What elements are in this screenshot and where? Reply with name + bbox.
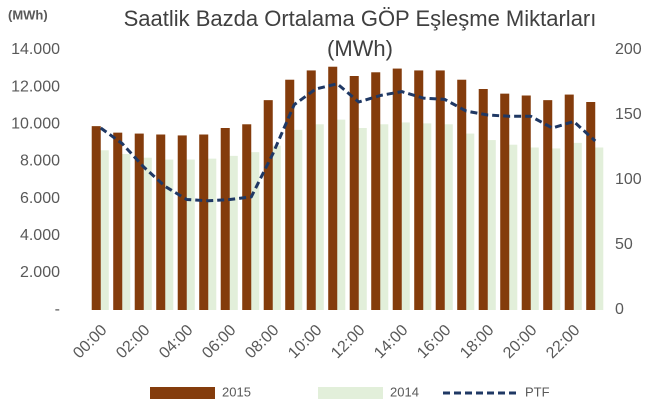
y-tick-label: 6.000 (20, 190, 60, 207)
bar (508, 144, 518, 310)
bar (293, 129, 303, 310)
bar (500, 93, 510, 311)
y2-tick-label: 200 (615, 41, 642, 58)
bar (156, 134, 166, 310)
bar (285, 79, 295, 310)
bar (551, 148, 561, 310)
y-tick-label: 14.000 (11, 41, 60, 58)
bar (357, 128, 367, 310)
bar (564, 94, 574, 310)
y-tick-label: - (55, 301, 60, 318)
bar (349, 76, 359, 310)
x-tick-label: 20:00 (500, 322, 540, 362)
bar (478, 89, 488, 310)
legend-label: PTF (525, 384, 550, 399)
bar (199, 134, 209, 310)
x-tick-label: 08:00 (242, 322, 282, 362)
y2-tick-label: 50 (615, 236, 633, 253)
line (99, 82, 597, 203)
bar (435, 70, 445, 310)
x-tick-label: 04:00 (156, 322, 196, 362)
x-tick-label: 10:00 (285, 322, 325, 362)
bar (371, 72, 381, 311)
bar (177, 135, 187, 310)
bar (263, 100, 273, 311)
bar (250, 152, 260, 310)
bar (457, 79, 467, 310)
y-axis-label: (MWh) (8, 7, 48, 22)
bar (242, 124, 252, 311)
bar (572, 142, 582, 310)
bar (306, 70, 316, 310)
bar (207, 158, 217, 310)
legend-swatch (318, 387, 383, 399)
bar (336, 119, 346, 311)
y2-tick-label: 0 (615, 301, 624, 318)
y-tick-label: 12.000 (11, 78, 60, 95)
y2-tick-label: 100 (615, 171, 642, 188)
x-tick-label: 22:00 (543, 322, 583, 362)
bar (134, 133, 144, 310)
bar (392, 68, 402, 310)
legend-label: 2014 (390, 384, 419, 399)
bar (91, 126, 101, 311)
y-tick-label: 2.000 (20, 264, 60, 281)
bar (543, 100, 553, 311)
bar (422, 123, 432, 310)
x-tick-label: 02:00 (113, 322, 153, 362)
y-tick-label: 10.000 (11, 116, 60, 133)
bar (142, 157, 152, 310)
bar (164, 159, 174, 310)
bar (594, 147, 604, 310)
bar (414, 70, 424, 310)
bar (521, 95, 531, 310)
bar (314, 124, 324, 311)
y-tick-label: 4.000 (20, 227, 60, 244)
x-tick-label: 14:00 (371, 322, 411, 362)
bar (486, 140, 496, 310)
x-tick-label: 16:00 (414, 322, 454, 362)
bar (379, 124, 389, 311)
bar (586, 102, 596, 310)
legend-swatch (150, 387, 215, 399)
x-tick-label: 00:00 (70, 322, 110, 362)
bar (113, 132, 123, 310)
bar (465, 133, 475, 310)
bar (271, 145, 281, 310)
bar (443, 124, 453, 311)
x-tick-label: 06:00 (199, 322, 239, 362)
bar (328, 66, 338, 310)
legend-label: 2015 (222, 384, 251, 399)
bar (185, 159, 195, 310)
bar (400, 122, 410, 310)
bar (220, 128, 230, 310)
y-tick-label: 8.000 (20, 153, 60, 170)
bar (99, 150, 109, 310)
bar (529, 147, 539, 310)
bar (228, 155, 238, 310)
y2-tick-label: 150 (615, 106, 642, 123)
x-tick-label: 12:00 (328, 322, 368, 362)
x-tick-label: 18:00 (457, 322, 497, 362)
bar (121, 154, 131, 310)
chart-title: Saatlik Bazda Ortalama GÖP Eşleşme Mikta… (123, 6, 597, 61)
